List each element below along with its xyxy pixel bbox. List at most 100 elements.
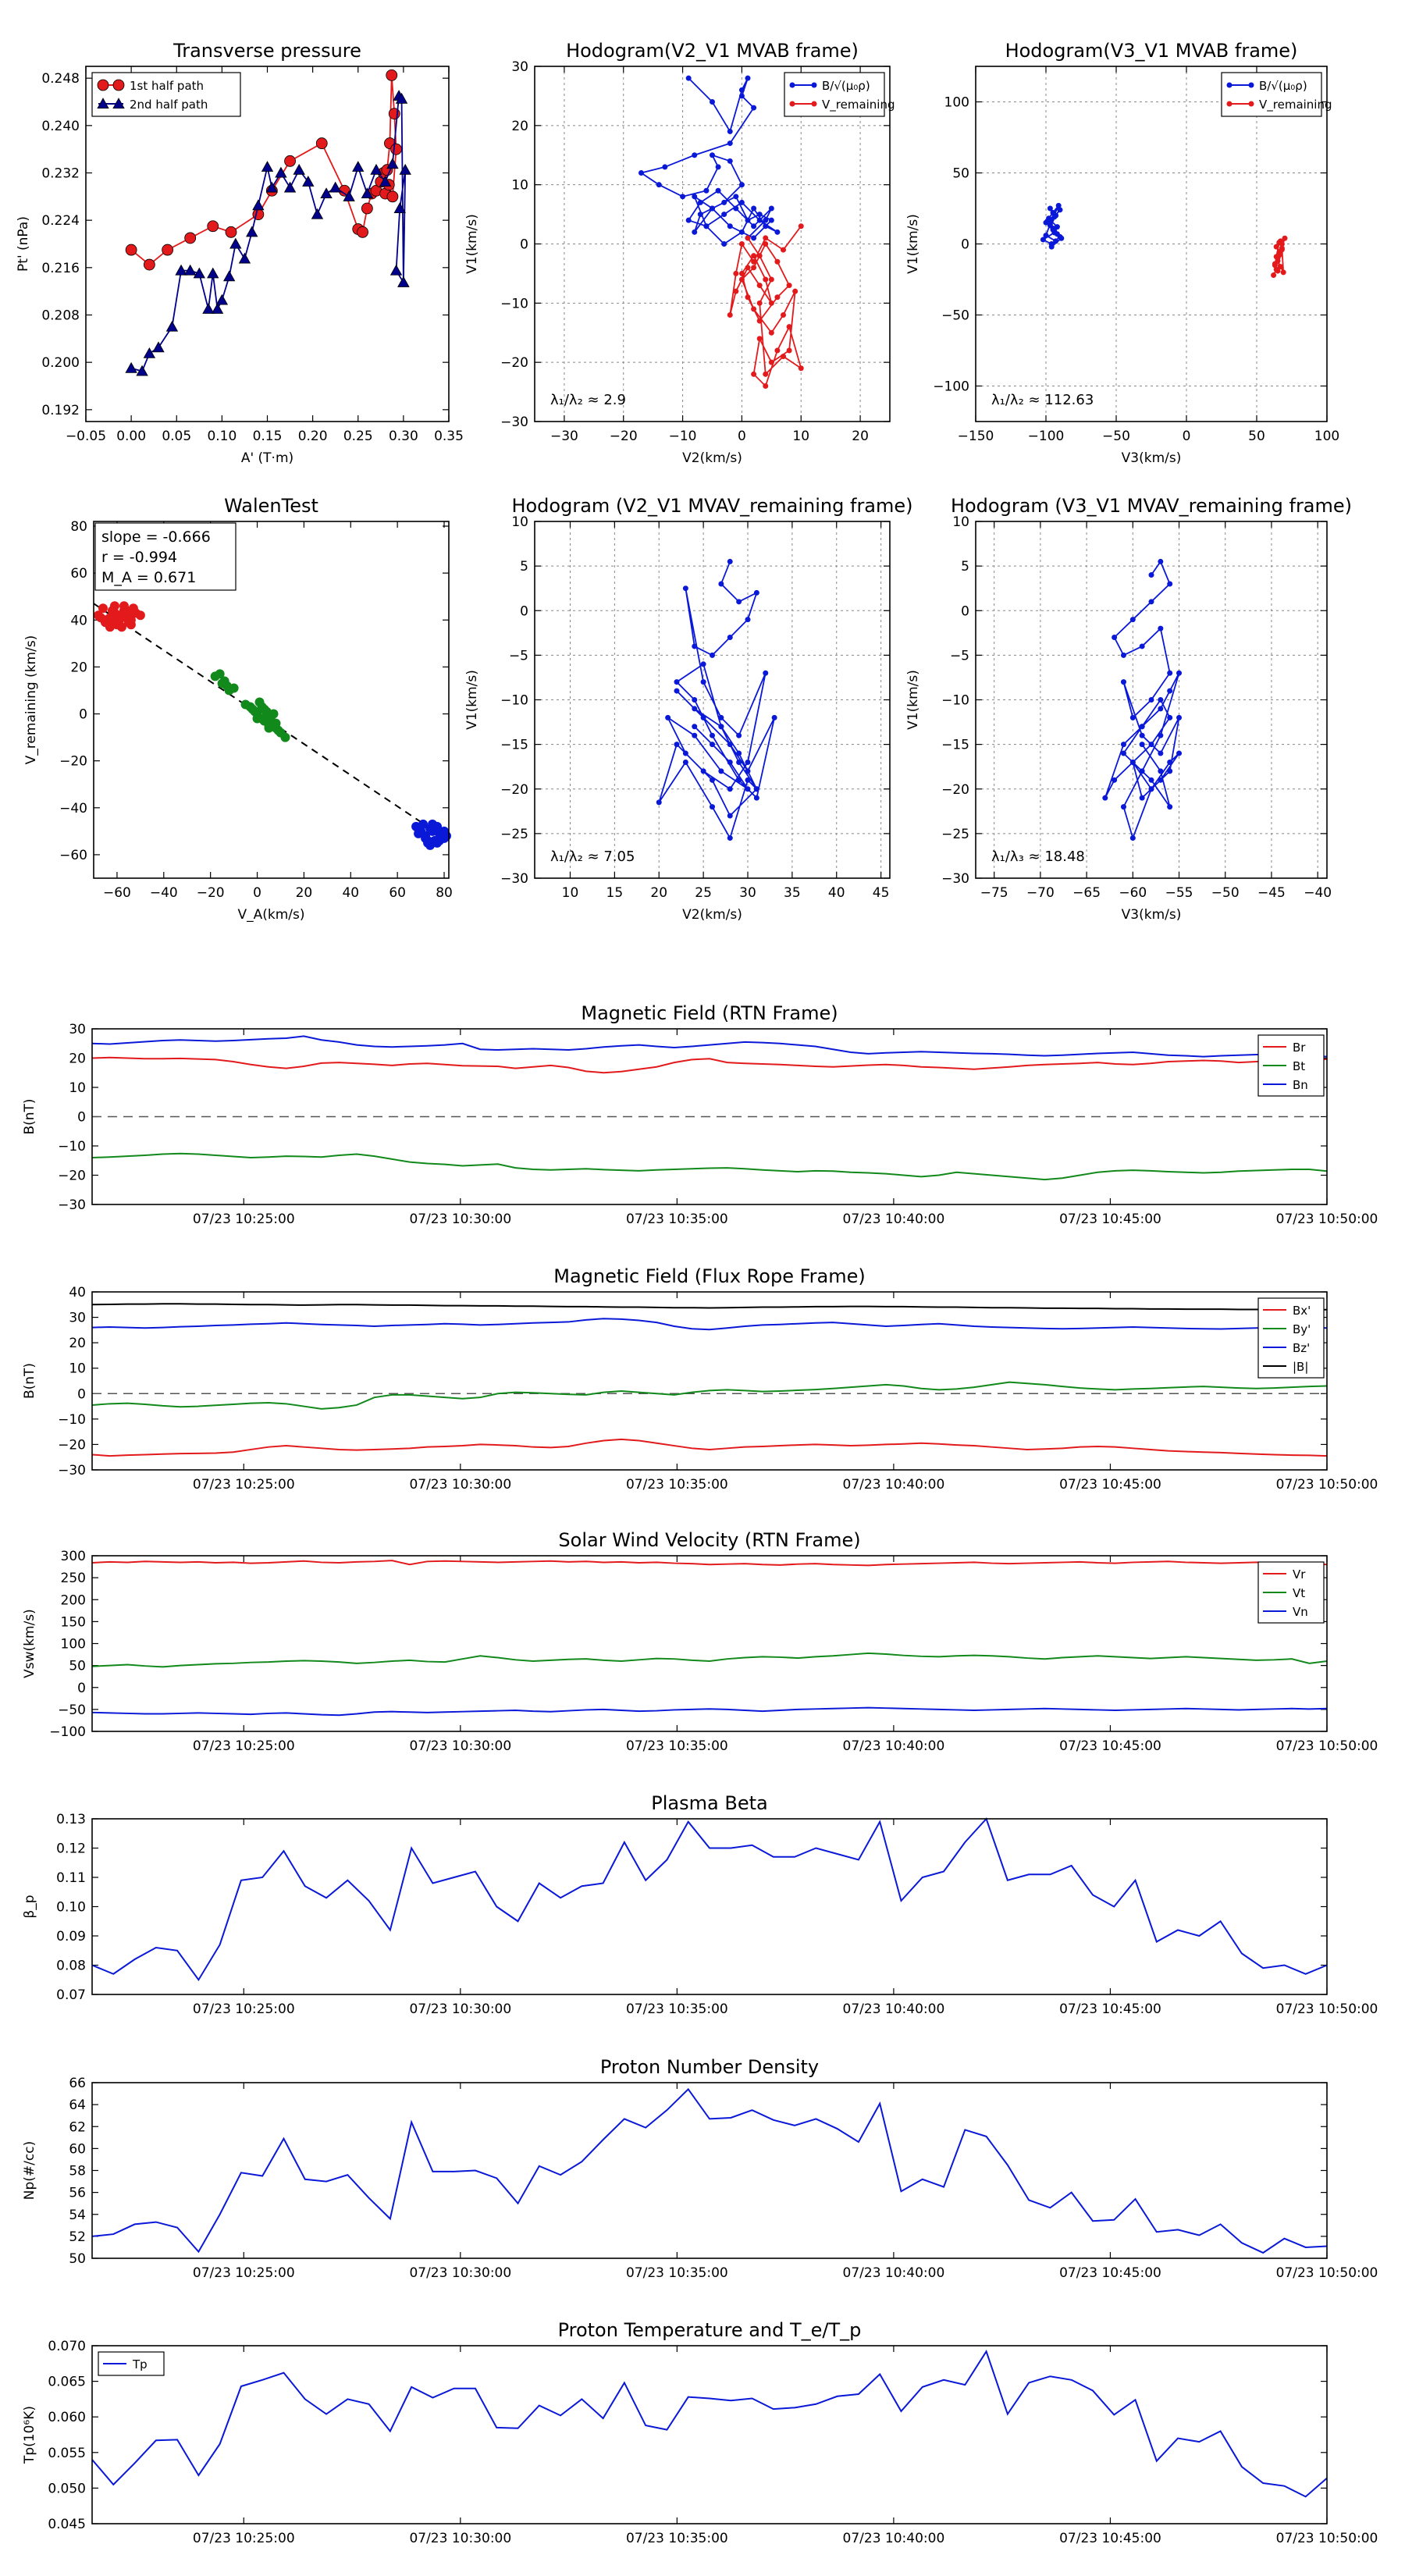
- data-point: [238, 252, 251, 264]
- plot-frame: [91, 1555, 1328, 1732]
- plot-area: [125, 69, 411, 376]
- data-point: [718, 768, 724, 774]
- y-tick-label: 100: [61, 1637, 86, 1653]
- data-point: [1047, 222, 1053, 229]
- data-point: [370, 163, 382, 175]
- data-point: [225, 226, 237, 238]
- data-point: [343, 190, 355, 201]
- x-tick-label: −10: [669, 429, 697, 444]
- data-point: [638, 170, 644, 176]
- data-point: [250, 706, 260, 717]
- y-tick-label: 0.248: [41, 71, 80, 87]
- data-point: [1139, 742, 1145, 748]
- stats-box: [94, 522, 237, 591]
- panel-title: Solar Wind Velocity (RTN Frame): [558, 1529, 860, 1551]
- panel-p10: Plasma Beta 07/23 10:25:00 07/23 10:30:00 0…: [22, 1792, 1378, 2017]
- data-point: [1278, 264, 1284, 270]
- data-point: [733, 205, 739, 212]
- legend-label: Vt: [1293, 1586, 1305, 1600]
- legend: Tp: [98, 2351, 165, 2376]
- data-point: [1158, 558, 1164, 564]
- data-point: [125, 361, 137, 373]
- data-point: [774, 294, 781, 301]
- data-point: [786, 283, 792, 289]
- data-point: [1158, 706, 1164, 712]
- x-tick-label: 0.20: [298, 429, 328, 444]
- data-point: [753, 795, 759, 801]
- data-point: [311, 208, 324, 219]
- y-tick-label: −10: [941, 693, 969, 709]
- x-tick-label: −0.05: [66, 429, 106, 444]
- data-point: [126, 620, 136, 630]
- y-axis-label: Vsw(km/s): [22, 1609, 37, 1678]
- x-tick-label: 07/23 10:35:00: [626, 1477, 728, 1493]
- data-point: [418, 819, 429, 829]
- series-line-2: [91, 1706, 1328, 1717]
- data-point: [386, 69, 398, 81]
- y-tick-label: 0.10: [56, 1900, 86, 1916]
- data-point: [1148, 697, 1154, 703]
- plot-area: [91, 1035, 1328, 1181]
- plot-frame: [93, 521, 450, 879]
- data-point: [1167, 581, 1173, 587]
- data-point: [710, 152, 715, 158]
- data-point: [700, 679, 706, 685]
- panel-p7: Magnetic Field (RTN Frame) 07/23 10:25:00…: [22, 1002, 1378, 1227]
- data-point: [763, 670, 769, 676]
- x-tick-label: −60: [103, 885, 131, 901]
- y-tick-label: 10: [952, 514, 969, 530]
- data-point: [792, 288, 799, 294]
- plot-area: [91, 2349, 1328, 2498]
- data-point: [763, 223, 769, 229]
- data-point: [271, 718, 281, 728]
- data-point: [738, 199, 745, 205]
- data-point: [1275, 268, 1281, 274]
- x-tick-label: 20: [296, 885, 313, 901]
- data-point: [718, 714, 724, 720]
- data-point: [751, 235, 757, 241]
- data-point: [656, 182, 662, 188]
- x-tick-label: 07/23 10:30:00: [409, 2265, 511, 2281]
- data-point: [745, 294, 751, 301]
- y-tick-label: −10: [58, 1139, 86, 1155]
- data-point: [98, 603, 108, 614]
- x-axis-label: V_A(km/s): [237, 907, 304, 923]
- y-tick-label: −10: [500, 296, 528, 311]
- data-point: [727, 312, 733, 318]
- x-tick-label: 07/23 10:50:00: [1276, 2265, 1378, 2281]
- data-point: [1057, 207, 1063, 213]
- data-point: [715, 187, 721, 194]
- y-tick-label: 0.055: [48, 2446, 86, 2461]
- y-tick-label: 0.070: [48, 2339, 86, 2354]
- data-point: [727, 223, 733, 229]
- data-point: [682, 585, 688, 592]
- stats-line: r = -0.994: [101, 549, 177, 566]
- data-point: [727, 635, 733, 641]
- legend-label: V_remaining: [1259, 98, 1332, 112]
- data-point: [697, 199, 703, 205]
- legend-label: By': [1293, 1322, 1311, 1336]
- data-point: [682, 750, 688, 756]
- y-tick-label: 0.208: [41, 308, 80, 324]
- plot-area: [1040, 202, 1288, 279]
- x-tick-label: 10: [792, 429, 809, 444]
- x-tick-label: 25: [695, 885, 712, 901]
- y-axis-label: V1(km/s): [464, 670, 480, 730]
- y-tick-label: 0: [961, 603, 969, 619]
- y-tick-label: 30: [69, 1022, 86, 1037]
- y-tick-label: 30: [511, 59, 528, 75]
- data-point: [283, 181, 297, 193]
- y-tick-label: 0.050: [48, 2481, 86, 2496]
- legend-marker: [811, 101, 817, 107]
- y-tick-label: 0: [79, 707, 87, 723]
- panel-annotation: λ₁/λ₂ ≈ 2.9: [550, 392, 626, 408]
- data-point: [727, 786, 733, 792]
- data-point: [774, 229, 781, 235]
- data-point: [273, 725, 283, 735]
- y-tick-label: −5: [509, 648, 528, 664]
- x-tick-label: 20: [852, 429, 869, 444]
- data-point: [756, 300, 763, 306]
- data-point: [745, 777, 751, 783]
- data-point: [745, 75, 751, 81]
- x-tick-label: 07/23 10:50:00: [1276, 1477, 1378, 1493]
